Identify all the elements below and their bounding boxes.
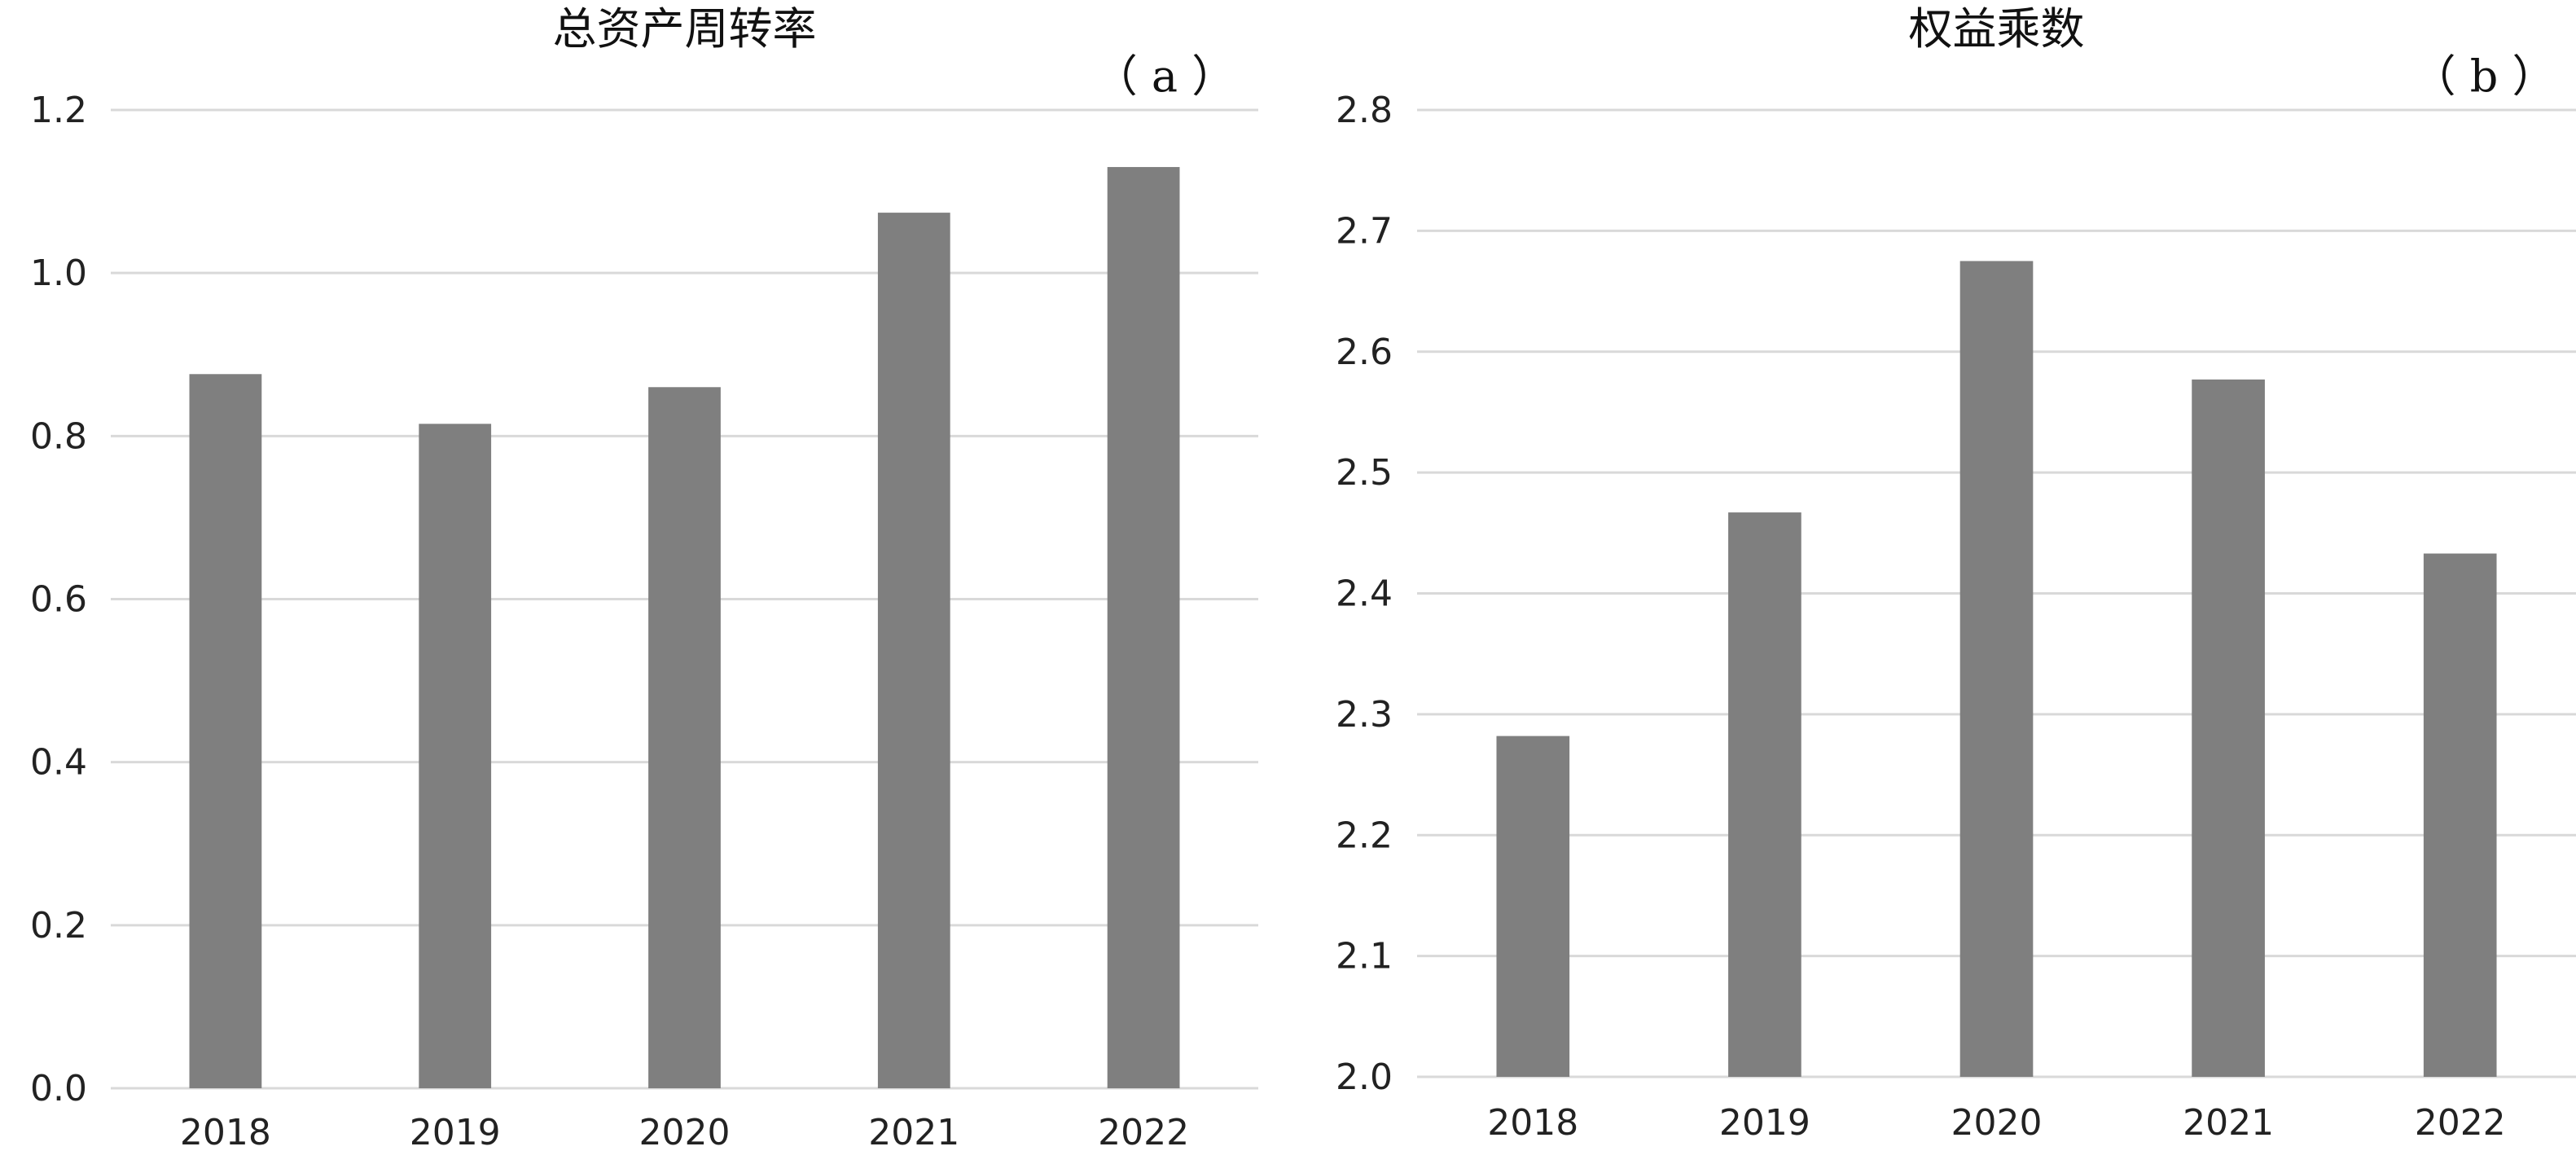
y-tick-label: 2.8 <box>1336 90 1393 131</box>
x-tick-label: 2022 <box>2415 1102 2506 1144</box>
y-tick-label: 0.6 <box>30 579 87 621</box>
bar-2020 <box>648 387 721 1088</box>
x-tick-label: 2021 <box>868 1112 959 1153</box>
bar-2019 <box>1728 512 1801 1077</box>
bar-2019 <box>419 424 492 1088</box>
panel-label: （ b ） <box>2412 51 2556 102</box>
bar-2020 <box>1959 261 2034 1077</box>
x-tick-label: 2018 <box>180 1112 271 1153</box>
x-tick-label: 2020 <box>1951 1102 2043 1144</box>
bar-2018 <box>1496 736 1570 1077</box>
x-tick-label: 2022 <box>1098 1112 1189 1153</box>
y-tick-label: 0.8 <box>30 415 87 457</box>
bar-2021 <box>2192 379 2265 1078</box>
y-tick-label: 0.2 <box>30 905 87 947</box>
x-tick-label: 2019 <box>1719 1102 1810 1144</box>
y-tick-label: 2.0 <box>1336 1056 1393 1098</box>
y-tick-label: 1.2 <box>30 90 87 131</box>
y-tick-label: 2.6 <box>1336 332 1393 373</box>
y-tick-label: 0.0 <box>30 1068 87 1109</box>
x-tick-label: 2021 <box>2183 1102 2274 1144</box>
y-tick-label: 2.7 <box>1336 210 1393 252</box>
panel-label: （ a ） <box>1094 51 1236 102</box>
x-tick-label: 2019 <box>410 1112 501 1153</box>
y-tick-label: 2.1 <box>1336 936 1393 977</box>
x-tick-label: 2020 <box>639 1112 731 1153</box>
y-tick-label: 2.5 <box>1336 452 1393 494</box>
x-tick-label: 2018 <box>1487 1102 1578 1144</box>
chart-panel-a: 0.0 0.2 0.4 0.6 0.8 1.0 1.2 2018 2019 2020 2021 202… <box>30 3 1258 1153</box>
y-tick-label: 2.2 <box>1336 815 1393 856</box>
chart-title: 权益乘数 <box>1909 3 2085 55</box>
bar-2021 <box>877 213 950 1089</box>
bar-2022 <box>2423 553 2497 1077</box>
y-tick-label: 1.0 <box>30 253 87 294</box>
y-tick-label: 0.4 <box>30 742 87 784</box>
y-tick-label: 2.3 <box>1336 694 1393 736</box>
y-tick-label: 2.4 <box>1336 573 1393 615</box>
chart-title: 总资产周转率 <box>553 3 817 55</box>
bar-2022 <box>1107 167 1180 1088</box>
bar-2018 <box>189 374 262 1088</box>
chart-panel-b: 2.0 2.1 2.2 2.3 2.4 2.5 2.6 2.7 2.8 2018 2019 2020 2… <box>1336 3 2576 1144</box>
